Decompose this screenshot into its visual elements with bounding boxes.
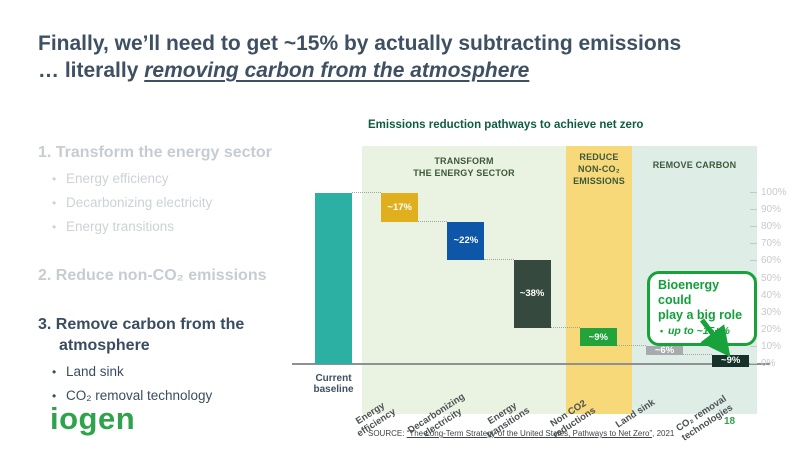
bar-non-co2-reductions: ~9%: [579, 328, 617, 347]
outline-item-3-bullets: Land sink CO₂ removal technology: [38, 360, 310, 408]
y-tick-label: 80%: [761, 221, 782, 233]
bar-value-label: ~9%: [721, 355, 741, 367]
y-tick-label: 40%: [761, 289, 782, 301]
waterfall-connector: [683, 353, 713, 355]
source-link[interactable]: “The Long-Term Strategy of the United St…: [406, 429, 653, 438]
waterfall-connector: [352, 192, 382, 193]
list-item: CO₂ removal technology: [52, 384, 310, 408]
y-tick-label: 20%: [761, 323, 782, 335]
section-reduce-non-co2: REDUCE NON-CO₂ EMISSIONS: [566, 146, 632, 414]
page-number: 18: [724, 416, 736, 427]
bar-energy-efficiency: ~17%: [381, 193, 419, 223]
chart-title: Emissions reduction pathways to achieve …: [368, 119, 644, 131]
slide-title: Finally, we’ll need to get ~15% by actua…: [38, 30, 778, 84]
bar-value-label: ~17%: [387, 202, 412, 214]
callout-line2: play a big role: [658, 308, 743, 322]
waterfall-connector: [616, 345, 646, 347]
callout-arrow-icon: [700, 318, 731, 358]
y-tick-mark: [750, 209, 757, 211]
callout-line1: Bioenergy could: [658, 278, 720, 307]
waterfall-connector: [418, 221, 448, 223]
section-label-remove-carbon: REMOVE CARBON: [652, 160, 737, 170]
y-tick-mark: [750, 345, 757, 347]
y-tick-label: 0%: [761, 358, 776, 369]
list-item: Land sink: [52, 360, 310, 384]
waterfall-connector: [550, 327, 580, 329]
source-suffix: , 2021: [652, 429, 675, 438]
slide-title-line2: … literally removing carbon from the atm…: [38, 57, 778, 84]
slide-title-line2-prefix: … literally: [38, 59, 145, 82]
section-label-transform-energy-sector: TRANSFORM THE ENERGY SECTOR: [413, 156, 515, 178]
list-item: Energy efficiency: [52, 167, 310, 191]
source-prefix: SOURCE:: [368, 429, 407, 438]
slide-title-emphasis: removing carbon from the atmosphere: [144, 59, 530, 82]
bar-energy-transitions: ~38%: [513, 259, 551, 329]
y-tick-mark: [750, 226, 757, 228]
x-axis-line: [292, 363, 770, 365]
y-tick-label: 100%: [761, 187, 787, 198]
y-tick-label: 70%: [761, 238, 782, 250]
bar-value-label: ~22%: [453, 235, 479, 247]
outline-panel: 1. Transform the energy sector Energy ef…: [38, 142, 310, 408]
outline-item-2: 2. Reduce non-CO₂ emissions: [38, 267, 267, 284]
iogen-logo: iogen: [50, 401, 136, 436]
y-tick-mark: [750, 363, 757, 364]
bar-value-label: ~9%: [588, 331, 608, 343]
slide-title-line1: Finally, we’ll need to get ~15% by actua…: [38, 32, 682, 55]
y-tick-mark: [750, 192, 757, 193]
bar-land-sink: ~6%: [646, 344, 683, 356]
y-tick-label: 60%: [761, 255, 782, 267]
y-tick-mark: [750, 243, 757, 245]
y-tick-label: 30%: [761, 306, 782, 318]
section-label-reduce-non-co2: REDUCE NON-CO₂ EMISSIONS: [573, 152, 625, 186]
list-item: Decarbonizing electricity: [52, 191, 310, 215]
waterfall-connector: [484, 258, 514, 260]
outline-item-3: 3. Remove carbon from the atmosphere: [38, 316, 245, 354]
y-tick-label: 90%: [761, 204, 782, 216]
outline-item-1-bullets: Energy efficiency Decarbonizing electric…: [38, 167, 310, 239]
y-tick-mark: [750, 260, 757, 262]
bar-co2-removal-technologies: ~9%: [712, 354, 750, 368]
outline-item-1: 1. Transform the energy sector: [38, 144, 272, 161]
bar-current-baseline: [315, 193, 352, 364]
x-label-current-baseline: Current baseline: [313, 373, 354, 395]
source-line: SOURCE: “The Long-Term Strategy of the U…: [368, 429, 674, 438]
list-item: Energy transitions: [52, 215, 310, 239]
bar-value-label: ~6%: [654, 344, 675, 356]
bar-decarbonizing-electricity: ~22%: [447, 222, 485, 260]
y-tick-label: 10%: [761, 340, 782, 352]
bar-value-label: ~38%: [519, 288, 545, 300]
y-tick-label: 50%: [761, 272, 782, 284]
